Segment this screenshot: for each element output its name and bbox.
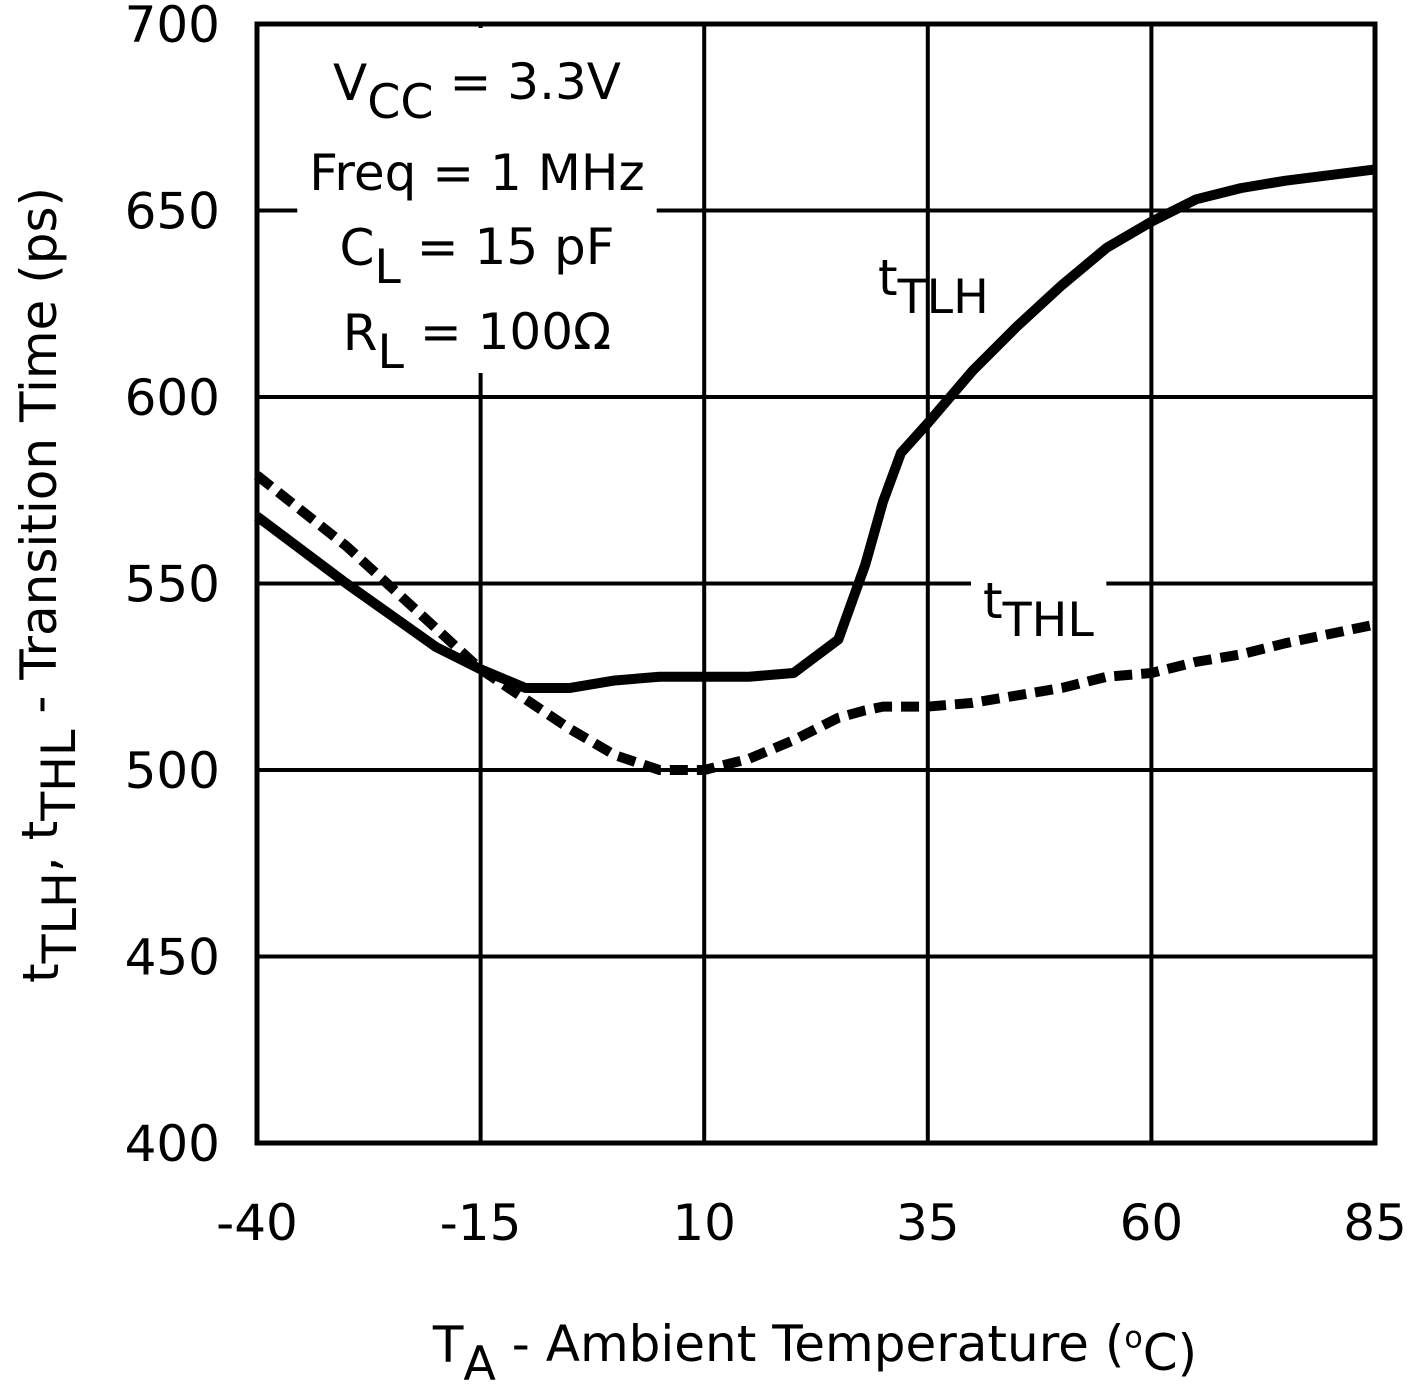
y-axis-label: tTLH, tTHL - Transition Time (ps) — [10, 187, 88, 983]
y-axis-label-group: tTLH, tTHL - Transition Time (ps) — [10, 187, 88, 983]
series-label-part: t — [878, 249, 898, 307]
y-axis-label-part: THL — [32, 729, 87, 822]
series-label-part: TLH — [897, 270, 989, 325]
x-axis-label-part: T — [432, 1316, 464, 1374]
y-tick-label: 500 — [125, 742, 220, 800]
y-axis-label-part: , t — [11, 821, 69, 872]
annotation-line-part: C — [339, 219, 374, 277]
annotation-line: RL = 100Ω — [343, 303, 612, 380]
annotation-line-part: = 100Ω — [404, 303, 611, 361]
y-tick-label: 550 — [125, 556, 220, 614]
annotation-line-part: = 3.3V — [434, 53, 621, 111]
y-tick-label: 450 — [125, 929, 220, 987]
annotation-line-group: VCC = 3.3V — [333, 53, 621, 130]
annotation-line-group: RL = 100Ω — [343, 303, 612, 380]
series-label-group: tTLH — [878, 249, 989, 325]
y-tick-label: 400 — [125, 1115, 220, 1173]
y-tick-label: 700 — [125, 0, 220, 54]
annotation-line: VCC = 3.3V — [333, 53, 621, 130]
annotation-line-group: CL = 15 pF — [339, 218, 614, 295]
y-axis-label-part: t — [12, 963, 70, 983]
series-label-part: t — [983, 572, 1003, 630]
series-line — [253, 471, 1377, 775]
x-tick-label: 10 — [672, 1194, 736, 1252]
series-label: tTLH — [878, 249, 989, 325]
x-axis-label: TA - Ambient Temperature (oC) — [432, 1315, 1197, 1389]
plot-frame — [254, 21, 1378, 1146]
series-label: tTHL — [983, 572, 1094, 648]
annotation-line-part: V — [333, 54, 367, 112]
annotation-line: Freq = 1 MHz — [309, 144, 644, 202]
annotation-line-part: = 15 pF — [401, 218, 615, 276]
x-tick-label: -15 — [440, 1194, 522, 1252]
x-axis-label-part: o — [1124, 1321, 1142, 1356]
annotation-line: CL = 15 pF — [339, 218, 614, 295]
y-tick-label: 600 — [125, 369, 220, 427]
x-axis-label-part: C) — [1143, 1324, 1197, 1382]
x-axis-label-part: - Ambient Temperature ( — [496, 1315, 1124, 1373]
annotation-line-part: L — [374, 240, 401, 295]
x-axis-label-part: A — [463, 1337, 496, 1389]
series-line — [253, 164, 1376, 693]
y-axis-label-part: TLH — [33, 872, 88, 964]
annotation-bg — [297, 28, 657, 373]
annotation-line-part: L — [377, 325, 404, 380]
y-axis-label-part: - Transition Time (ps) — [10, 187, 68, 730]
y-tick-label: 650 — [125, 183, 220, 241]
series-label-part: THL — [1002, 593, 1095, 648]
annotation-line-part: Freq = 1 MHz — [309, 144, 644, 202]
x-axis-label-group: TA - Ambient Temperature (oC) — [432, 1315, 1197, 1389]
annotation-line-group: Freq = 1 MHz — [309, 144, 644, 202]
x-tick-label: 85 — [1343, 1194, 1407, 1252]
x-tick-label: -40 — [216, 1194, 298, 1252]
series-label-bg — [971, 568, 1107, 653]
series-label-group: tTHL — [971, 568, 1107, 653]
x-tick-label: 35 — [896, 1194, 960, 1252]
annotation-line-part: R — [343, 304, 378, 362]
annotation-line-part: CC — [367, 75, 433, 130]
annotation-box — [297, 28, 657, 373]
x-tick-label: 60 — [1120, 1194, 1184, 1252]
